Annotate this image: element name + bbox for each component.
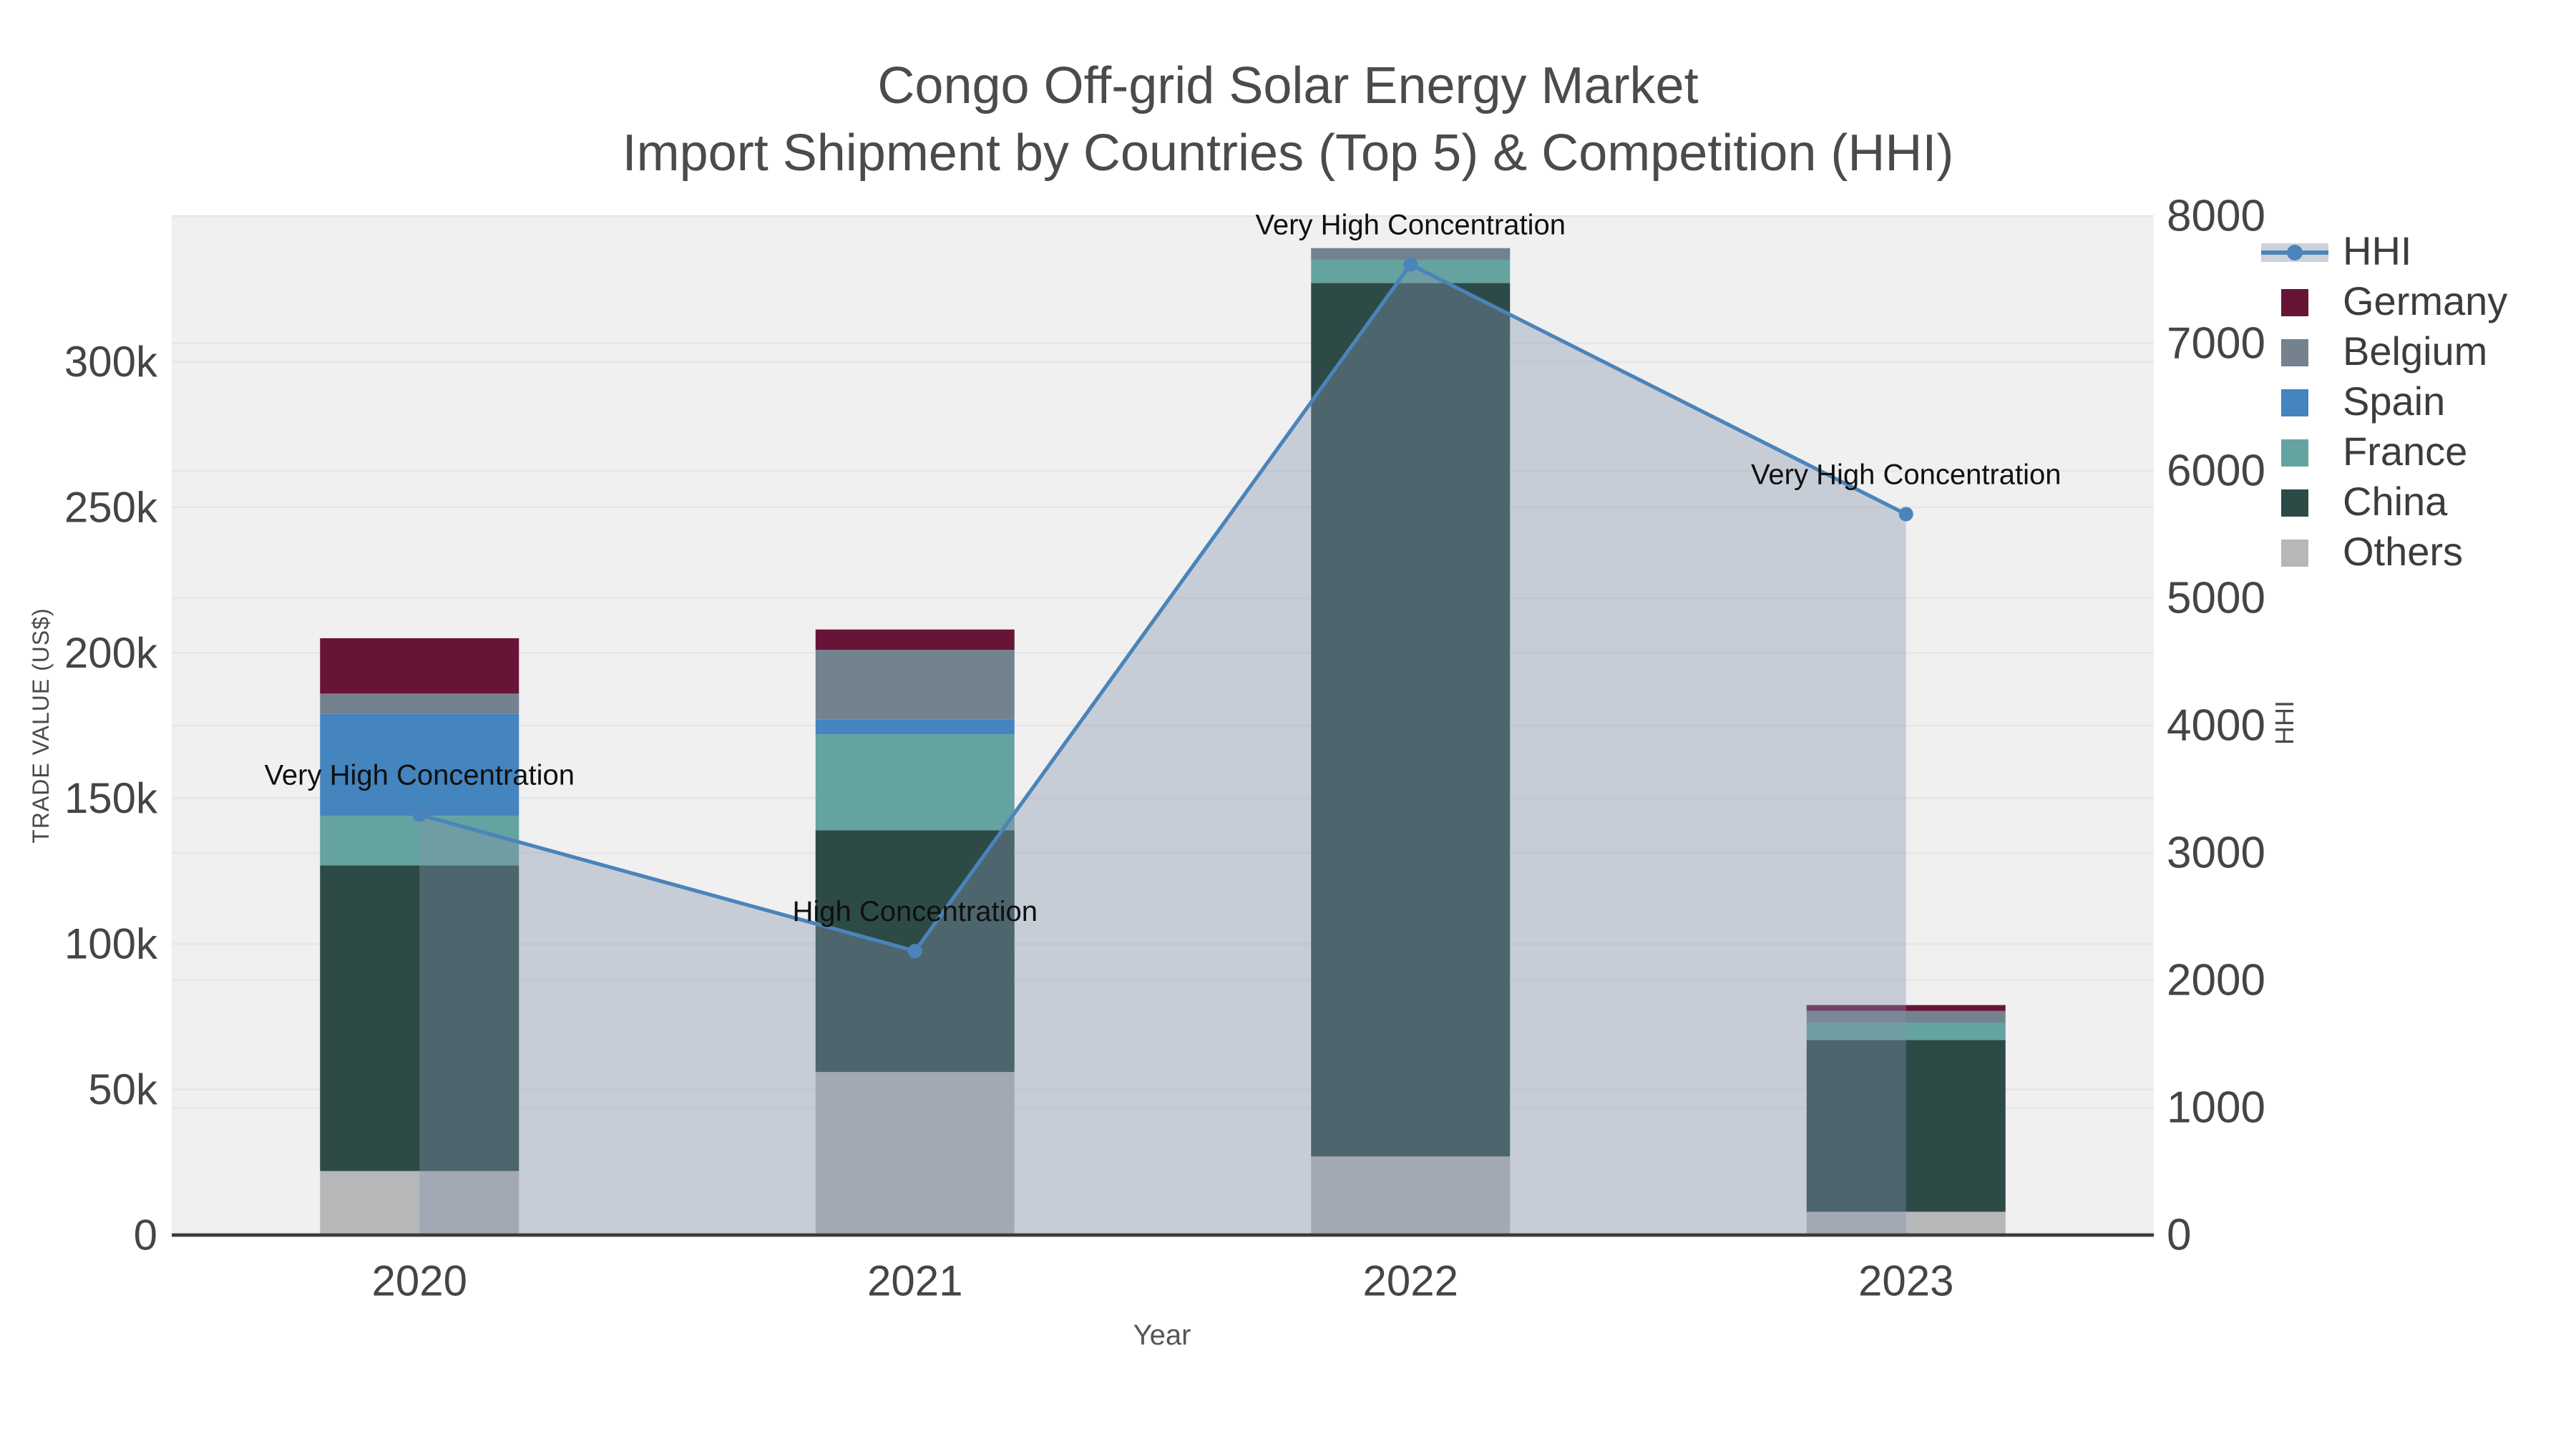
left-tick-250k: 250k <box>64 483 158 531</box>
right-tick-7000: 7000 <box>2167 319 2265 369</box>
bar-segment-belgium-2020[interactable] <box>320 693 519 714</box>
x-axis-title: Year <box>1133 1320 1191 1352</box>
legend-item-spain[interactable]: Spain <box>2261 376 2507 426</box>
legend-label-spain: Spain <box>2343 379 2446 423</box>
right-tick-3000: 3000 <box>2167 829 2265 878</box>
left-tick-200k: 200k <box>64 629 158 677</box>
bar-segment-others-2023[interactable] <box>1806 1211 2006 1235</box>
belgium-swatch-icon <box>2261 337 2341 366</box>
germany-swatch-icon <box>2261 287 2341 316</box>
left-tick-100k: 100k <box>64 920 158 968</box>
swatch <box>2281 489 2308 516</box>
right-tick-8000: 8000 <box>2167 192 2265 241</box>
legend-label-china: China <box>2343 479 2448 523</box>
bar-segment-germany-2023[interactable] <box>1806 1005 2006 1011</box>
left-tick-0: 0 <box>134 1211 157 1259</box>
bar-segment-spain-2021[interactable] <box>815 719 1015 735</box>
swatch <box>2281 539 2308 566</box>
bar-segment-others-2020[interactable] <box>320 1171 519 1235</box>
annotation-2021: High Concentration <box>793 896 1038 927</box>
bar-segment-belgium-2023[interactable] <box>1806 1010 2006 1023</box>
right-tick-6000: 6000 <box>2167 447 2265 496</box>
bar-segment-germany-2020[interactable] <box>320 638 519 694</box>
legend-label-others: Others <box>2343 529 2464 573</box>
legend-label-hhi: HHI <box>2343 228 2412 273</box>
left-tick-150k: 150k <box>64 774 158 822</box>
hhi-marker-2022[interactable] <box>1403 257 1418 272</box>
swatch <box>2281 439 2308 466</box>
legend-item-france[interactable]: France <box>2261 426 2507 477</box>
x-tick-2021: 2021 <box>867 1257 962 1305</box>
bar-segment-belgium-2021[interactable] <box>815 650 1015 720</box>
left-tick-50k: 50k <box>88 1065 158 1113</box>
legend-item-hhi[interactable]: HHI <box>2261 226 2507 276</box>
legend-label-belgium: Belgium <box>2343 328 2488 373</box>
chart-title: Congo Off-grid Solar Energy Market Impor… <box>0 52 2576 186</box>
right-tick-1000: 1000 <box>2167 1083 2265 1133</box>
right-tick-2000: 2000 <box>2167 956 2265 1005</box>
x-tick-2023: 2023 <box>1858 1257 1953 1305</box>
bar-segment-france-2023[interactable] <box>1806 1022 2006 1040</box>
left-tick-300k: 300k <box>64 338 158 386</box>
x-tick-2020: 2020 <box>372 1257 467 1305</box>
spain-swatch-icon <box>2261 387 2341 416</box>
hhi-marker-2021[interactable] <box>907 944 922 959</box>
legend-item-china[interactable]: China <box>2261 477 2507 527</box>
annotation-2022: Very High Concentration <box>1255 210 1566 241</box>
legend-item-germany[interactable]: Germany <box>2261 276 2507 326</box>
bar-segment-spain-2020[interactable] <box>320 713 519 816</box>
annotation-2020: Very High Concentration <box>264 760 575 791</box>
hhi-line-marker-icon <box>2261 237 2341 265</box>
china-swatch-icon <box>2261 487 2341 516</box>
hhi-line <box>419 262 1907 954</box>
legend-item-others[interactable]: Others <box>2261 527 2507 577</box>
bar-segment-china-2022[interactable] <box>1311 283 1511 1157</box>
bar-segment-belgium-2022[interactable] <box>1311 248 1511 260</box>
right-tick-5000: 5000 <box>2167 574 2265 623</box>
france-swatch-icon <box>2261 437 2341 466</box>
legend-item-belgium[interactable]: Belgium <box>2261 326 2507 376</box>
swatch <box>2281 338 2308 366</box>
hhi-marker-2020[interactable] <box>412 807 427 822</box>
left-axis-title: TRADE VALUE (US$) <box>30 608 54 844</box>
marker-dot <box>2287 244 2303 260</box>
right-tick-0: 0 <box>2167 1211 2191 1260</box>
right-axis-title: HHI <box>2270 701 2299 745</box>
annotation-2023: Very High Concentration <box>1751 459 2062 491</box>
bar-segment-china-2023[interactable] <box>1806 1040 2006 1212</box>
swatch <box>2281 288 2308 316</box>
bar-segment-china-2020[interactable] <box>320 865 519 1171</box>
bar-segment-germany-2021[interactable] <box>815 629 1015 650</box>
right-tick-4000: 4000 <box>2167 701 2265 751</box>
hhi-area <box>419 264 1906 1235</box>
bar-segment-france-2021[interactable] <box>815 734 1015 831</box>
swatch <box>2281 389 2308 416</box>
bar-segment-others-2022[interactable] <box>1311 1156 1511 1235</box>
legend-label-france: France <box>2343 429 2468 473</box>
chart-title-line1: Congo Off-grid Solar Energy Market <box>877 56 1699 114</box>
legend: HHI Germany Belgium Spain France China Others <box>2261 226 2507 577</box>
legend-label-germany: Germany <box>2343 278 2508 323</box>
x-tick-2022: 2022 <box>1363 1257 1458 1305</box>
others-swatch-icon <box>2261 537 2341 566</box>
chart-title-line2: Import Shipment by Countries (Top 5) & C… <box>622 123 1954 182</box>
hhi-marker-2023[interactable] <box>1898 507 1913 522</box>
bar-segment-others-2021[interactable] <box>815 1072 1015 1235</box>
bar-segment-france-2020[interactable] <box>320 816 519 866</box>
